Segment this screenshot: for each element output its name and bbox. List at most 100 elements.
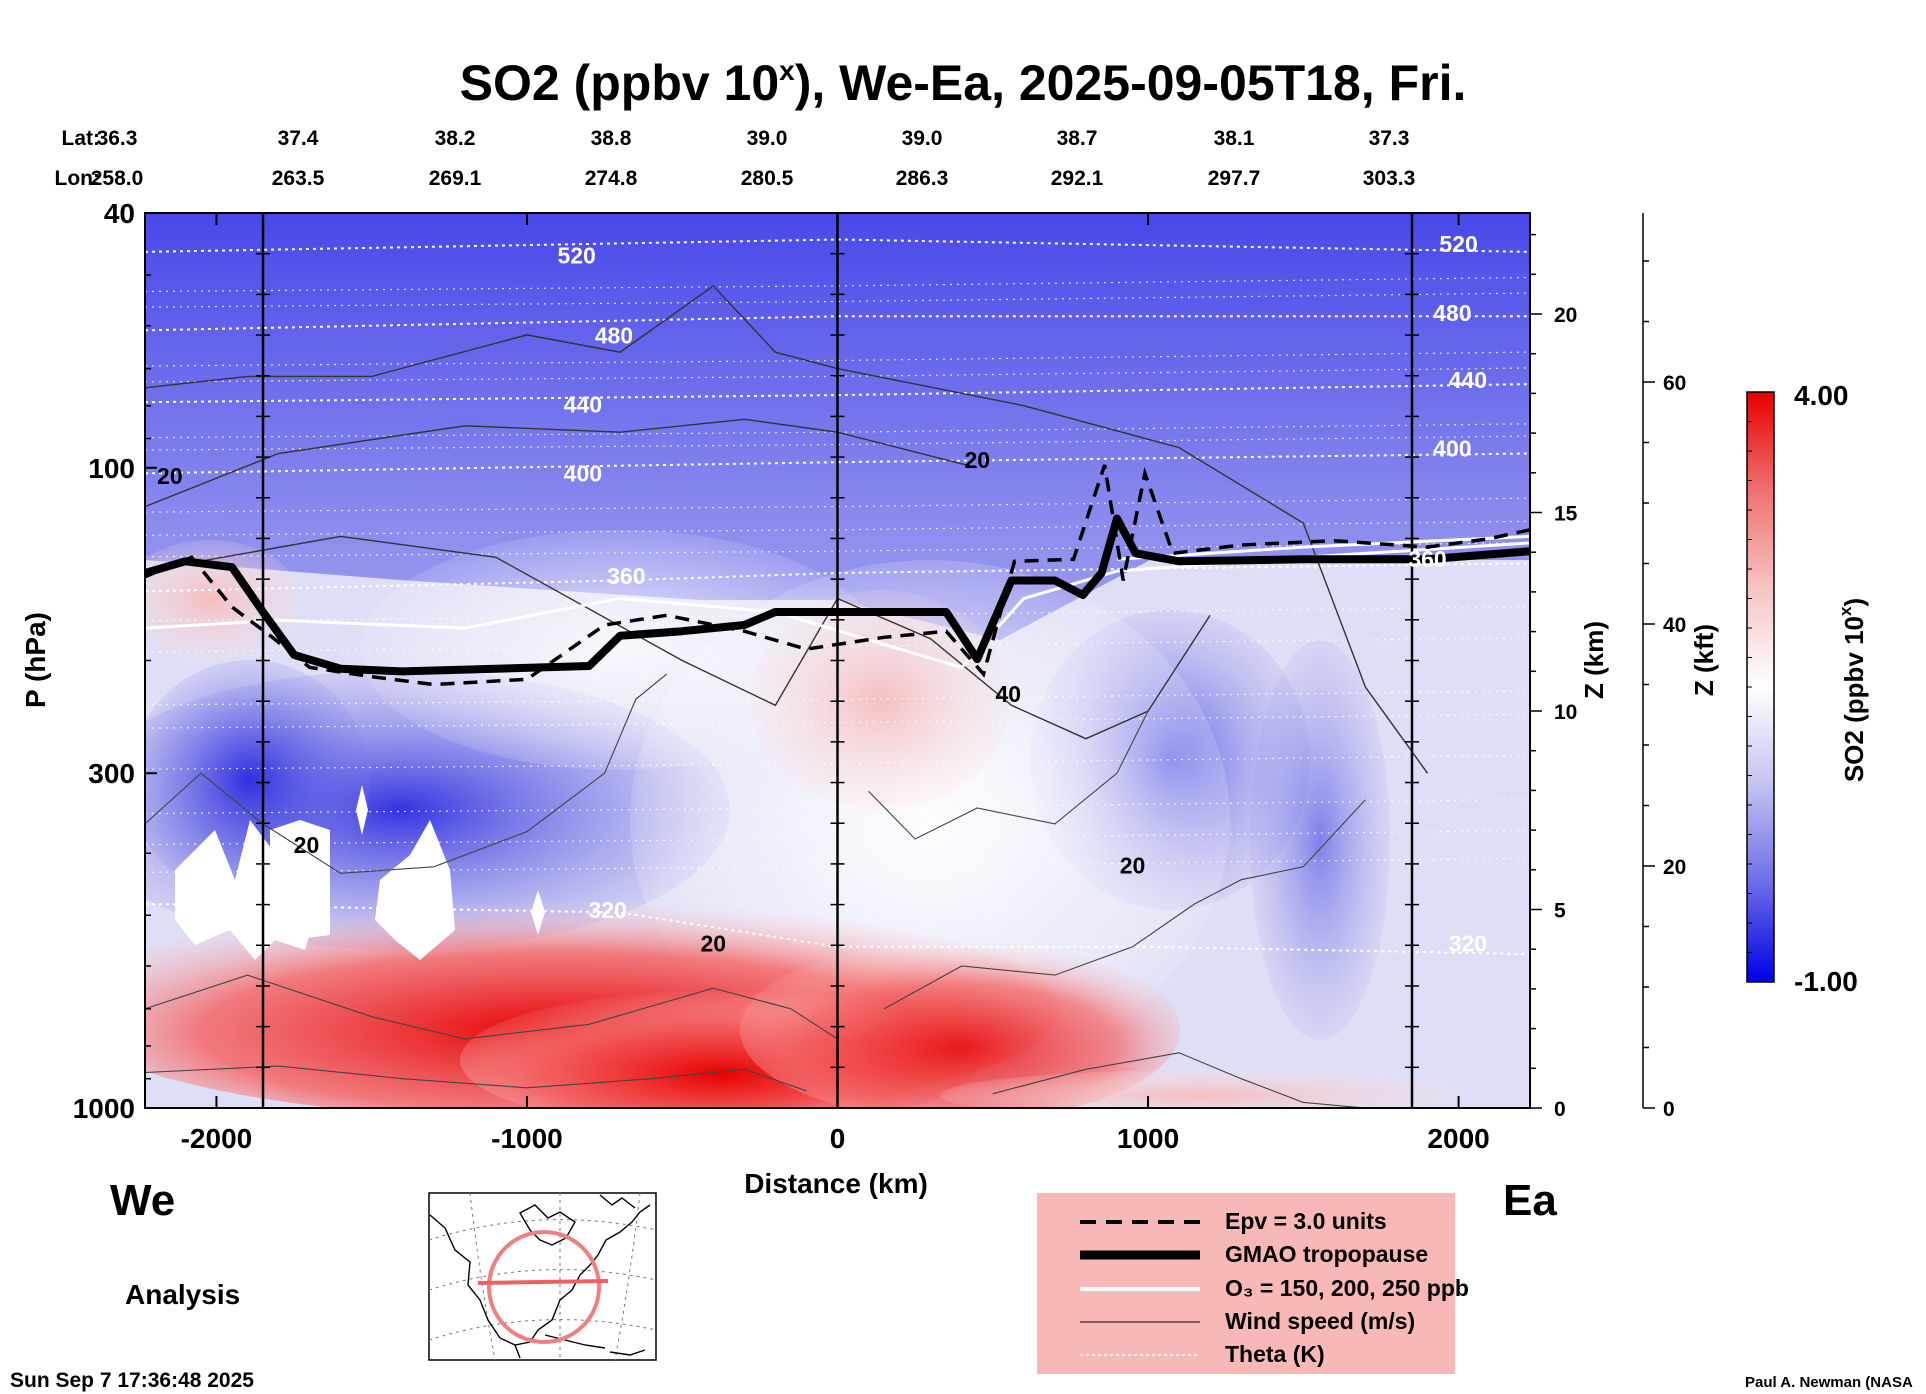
- theta-label: 480: [595, 323, 633, 349]
- wind-contour-minor: [883, 799, 1366, 1010]
- zkft-tick-label: 40: [1663, 614, 1686, 637]
- contour-labels: 520 480 440 400 360 320 520 480 440 400 360 320 20 20…: [157, 231, 1487, 957]
- x-axis-label: Distance (km): [744, 1168, 928, 1199]
- y-tick-label: 1000: [73, 1093, 135, 1124]
- y3-axis-label: Z (kft): [1689, 624, 1719, 696]
- y-tick-label: 40: [104, 198, 135, 229]
- lat-label: Lat:: [62, 127, 101, 150]
- y2-axis-label: Z (km): [1579, 621, 1609, 699]
- wind-contour-20-0: [145, 284, 1429, 774]
- x-tick-label: 0: [830, 1123, 846, 1154]
- ozone-contours: [145, 534, 1530, 670]
- lon-value: 286.3: [896, 167, 949, 190]
- wind-speed-label: 20: [700, 931, 726, 957]
- theta-label: 400: [564, 460, 602, 486]
- lat-value: 38.8: [591, 127, 632, 150]
- surface-pink-east: [940, 1070, 1460, 1108]
- west-label: We: [110, 1176, 175, 1225]
- theta-label: 480: [1433, 300, 1471, 326]
- wind-speed-label: 20: [157, 463, 183, 489]
- lon-value: 297.7: [1208, 167, 1261, 190]
- lon-label: Lon:: [55, 167, 100, 190]
- zkft-tick-label: 60: [1663, 372, 1686, 395]
- ozone-contour: [145, 541, 1530, 670]
- pink-region-upper: [750, 590, 1010, 810]
- lon-value: 303.3: [1363, 167, 1416, 190]
- map-coastlines: [429, 1194, 651, 1359]
- colorbar-ticks: [1747, 391, 1752, 983]
- lon-value: 280.5: [741, 167, 794, 190]
- wind-speed-label: 20: [1120, 852, 1146, 878]
- zkm-tick-label: 15: [1554, 503, 1578, 526]
- zkm-tick-label: 5: [1554, 900, 1566, 923]
- lon-value: 269.1: [429, 167, 482, 190]
- lat-value: 38.1: [1214, 127, 1255, 150]
- colorbar-label: SO2 (ppbv 10x): [1836, 598, 1869, 782]
- y-axis-pressure: 1000 300 100 40: [73, 198, 157, 1124]
- colorbar: 4.00 -1.00 SO2 (ppbv 10x): [1746, 380, 1869, 997]
- east-label: Ea: [1503, 1176, 1557, 1225]
- boundary-layer-red-east: [740, 940, 1180, 1108]
- theta-label: 440: [1449, 367, 1487, 393]
- epv-contour: [145, 464, 1530, 687]
- credit: Paul A. Newman (NASA: [1745, 1374, 1913, 1391]
- white-patch-5: [531, 890, 545, 935]
- x-axis: -2000 -1000 0 1000 2000: [181, 213, 1490, 1154]
- inset-map: [428, 1192, 657, 1361]
- analysis-label: Analysis: [125, 1279, 240, 1310]
- wind-contour-minor: [145, 673, 668, 874]
- theta-label: 440: [564, 392, 602, 418]
- theta-label: 360: [607, 563, 645, 589]
- y-tick-label: 100: [88, 453, 135, 484]
- lat-value: 39.0: [902, 127, 943, 150]
- lat-value: 38.2: [435, 127, 476, 150]
- pink-region-west: [145, 540, 300, 660]
- plot-area: [145, 213, 1530, 1108]
- lon-value: 292.1: [1051, 167, 1104, 190]
- white-patch-4: [356, 785, 368, 835]
- colorbar-max-label: 4.00: [1794, 380, 1849, 411]
- lat-value: 38.7: [1057, 127, 1098, 150]
- lon-value: 263.5: [272, 167, 325, 190]
- zkm-tick-label: 10: [1554, 701, 1577, 724]
- theta-label: 320: [589, 897, 627, 923]
- map-section-line: [477, 1279, 609, 1285]
- legend-item-wind: Wind speed (m/s): [1225, 1308, 1415, 1334]
- wind-contour-minor: [145, 974, 838, 1040]
- x-tick-label: 1000: [1117, 1123, 1179, 1154]
- legend-item-ozone: O₃ = 150, 200, 250 ppb: [1225, 1275, 1469, 1301]
- legend-item-theta: Theta (K): [1225, 1341, 1325, 1367]
- white-patch-2: [375, 820, 455, 960]
- wind-contour-minor: [145, 1065, 807, 1092]
- wind-contour-minor: [868, 710, 1149, 840]
- legend: Epv = 3.0 units GMAO tropopause O₃ = 150…: [1037, 1193, 1469, 1374]
- chart-title: SO2 (ppbv 10x), We-Ea, 2025-09-05T18, Fr…: [460, 55, 1467, 111]
- zkm-tick-label: 0: [1554, 1098, 1566, 1121]
- theta-label: 520: [557, 243, 595, 269]
- y-axis-label: P (hPa): [20, 612, 51, 708]
- timestamp: Sun Sep 7 17:36:48 2025: [10, 1369, 254, 1392]
- lat-value: 37.3: [1369, 127, 1410, 150]
- lat-value: 36.3: [97, 127, 138, 150]
- theta-label: 320: [1449, 931, 1487, 957]
- map-range-circle: [487, 1230, 601, 1344]
- x-tick-label: -1000: [491, 1123, 563, 1154]
- map-graticule: [428, 1192, 657, 1361]
- zkm-tick-label: 20: [1554, 304, 1577, 327]
- wind-speed-label: 20: [294, 832, 320, 858]
- y-axis-z-km: 0 5 10 15 20: [1529, 213, 1578, 1121]
- lat-lon-header: Lat: Lon: 36.3 37.4 38.2 38.8 39.0 39.0 38.7 38…: [55, 127, 1416, 190]
- lat-value: 37.4: [278, 127, 319, 150]
- lon-value: 258.0: [91, 167, 144, 190]
- theta-label: 520: [1439, 231, 1477, 257]
- wind-contour-minor: [992, 1052, 1366, 1108]
- lat-value: 39.0: [747, 127, 788, 150]
- map-frame: [428, 1192, 657, 1361]
- theta-label: 400: [1433, 435, 1471, 461]
- theta-label: 360: [1408, 546, 1446, 572]
- x-tick-label: -2000: [181, 1123, 253, 1154]
- east-blue-plume: [1250, 640, 1390, 1040]
- zkft-tick-label: 20: [1663, 856, 1686, 879]
- epv-contours: [145, 464, 1530, 687]
